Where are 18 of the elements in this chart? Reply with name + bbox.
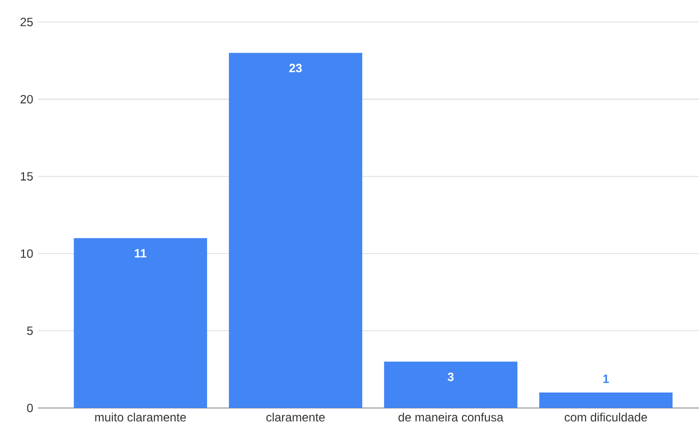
x-tick-label: de maneira confusa xyxy=(398,412,504,422)
y-tick-label: 25 xyxy=(20,18,33,26)
y-tick-label: 20 xyxy=(20,94,33,104)
data-label: 3 xyxy=(448,372,454,382)
y-tick-label: 10 xyxy=(20,249,33,258)
x-tick-label: claramente xyxy=(266,412,325,422)
y-tick-label: 15 xyxy=(20,172,33,181)
data-label: 23 xyxy=(289,64,302,72)
bar xyxy=(74,238,208,408)
bar xyxy=(384,362,518,408)
x-tick-label: muito claramente xyxy=(95,412,186,422)
x-tick-label: com dificuldade xyxy=(564,412,648,422)
data-label: 11 xyxy=(134,249,146,258)
bar xyxy=(228,52,362,408)
bar xyxy=(539,392,673,408)
y-tick-label: 0 xyxy=(27,404,33,412)
data-label: 1 xyxy=(603,374,609,383)
y-tick-label: 5 xyxy=(27,326,33,335)
